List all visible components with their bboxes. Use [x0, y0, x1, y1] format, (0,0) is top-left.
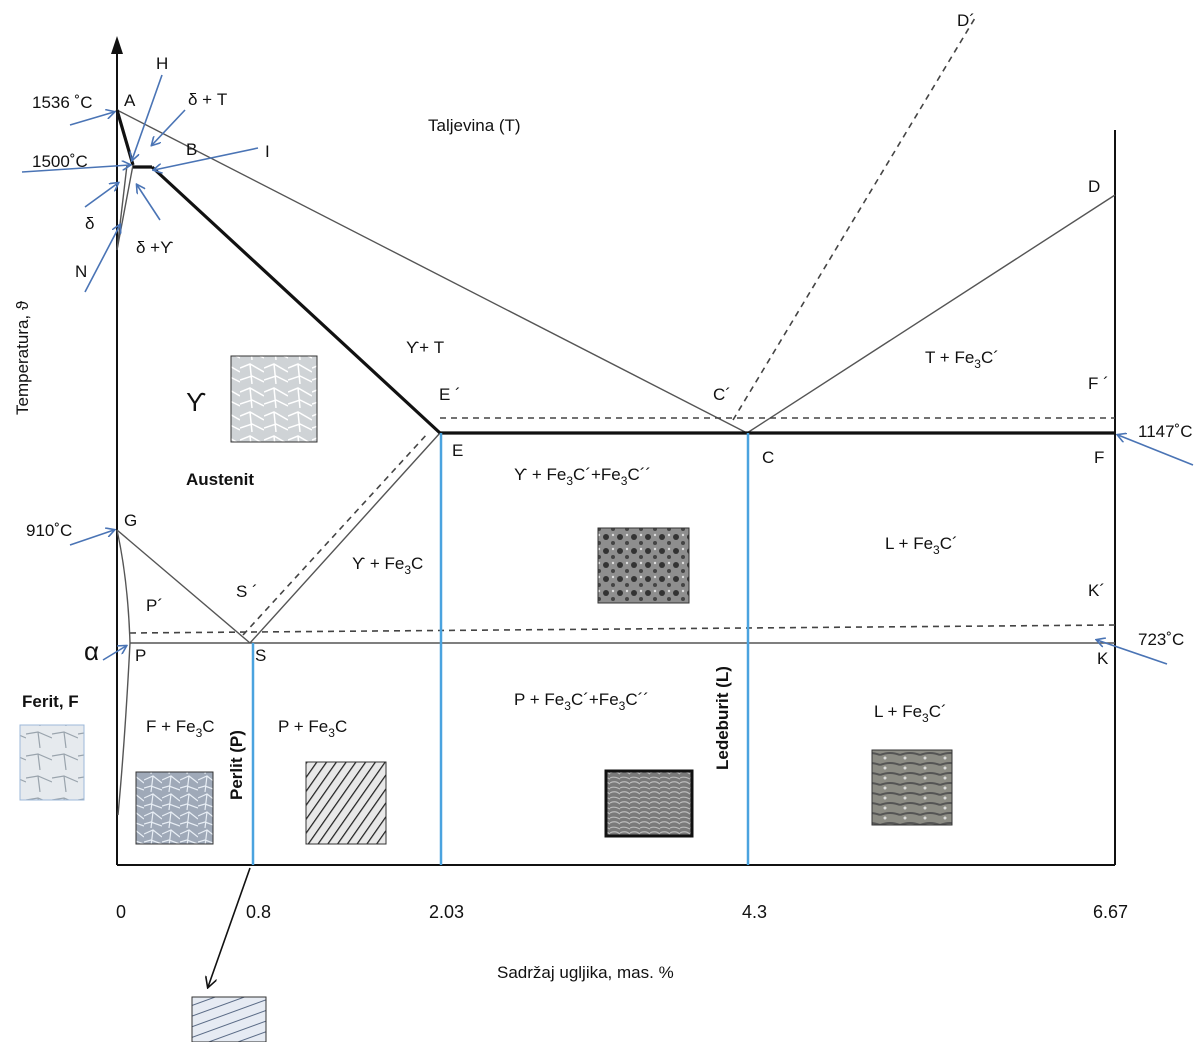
liquidus-b-c	[116, 109, 748, 434]
point-kprime: K´	[1088, 581, 1105, 600]
point-p: P	[135, 646, 146, 665]
label-ledeburite-vertical: Ledeburit (L)	[713, 666, 732, 770]
pq-curve	[117, 642, 131, 816]
point-b: B	[186, 140, 197, 159]
x-tick-0: 0	[116, 902, 126, 922]
nh-curve	[116, 164, 134, 251]
region-melt: Taljevina (T)	[428, 116, 521, 135]
y-axis-arrowhead	[111, 36, 123, 54]
ferrite-cementite-micrograph	[135, 771, 214, 845]
region-delta-melt: δ + T	[188, 90, 227, 109]
point-a: A	[124, 91, 136, 110]
point-s: S	[255, 646, 266, 665]
composition-markers	[251, 433, 750, 865]
point-k: K	[1097, 649, 1109, 668]
point-pprime: P´	[146, 596, 163, 615]
gp-curve	[116, 529, 131, 644]
y-axis-label: Temperatura, ϑ	[13, 300, 32, 415]
region-pearlite-cementite: P + Fe3C	[278, 717, 347, 740]
dashed-c-dprime	[732, 17, 976, 421]
arrow-1147	[1118, 435, 1194, 466]
temp-1536: 1536 ˚C	[32, 93, 92, 112]
pearlite-micrograph	[191, 996, 267, 1042]
point-f: F	[1094, 448, 1104, 467]
arrow-1536	[69, 112, 114, 126]
region-labels: Taljevina (T) δ + T δ δ +ϒ ϒ+ T ϒ Austen…	[22, 90, 999, 800]
x-axis-label: Sadržaj ugljika, mas. %	[497, 963, 674, 982]
point-c: C	[762, 448, 774, 467]
region-gamma-cementite2: ϒ + Fe3C´+Fe3C´´	[514, 465, 651, 488]
region-ledeburite-cementite: L + Fe3C´	[885, 534, 958, 557]
arrow-to-pearlite-sample	[208, 867, 251, 987]
x-tick-0-8: 0.8	[246, 902, 271, 922]
arrow-n	[84, 225, 120, 293]
phase-lines	[115, 17, 1116, 816]
micrographs	[19, 355, 953, 1042]
region-delta-gamma: δ +ϒ	[136, 238, 173, 257]
se-line	[249, 432, 441, 644]
austenite-micrograph	[230, 355, 318, 443]
region-delta: δ	[85, 214, 94, 233]
temp-1500: 1500˚C	[32, 152, 88, 171]
gs-line	[116, 529, 251, 644]
arrow-h	[132, 74, 163, 160]
x-tick-2-03: 2.03	[429, 902, 464, 922]
temp-1147: 1147˚C	[1138, 422, 1193, 441]
point-fprime: F ´	[1088, 374, 1109, 393]
x-tick-6-67: 6.67	[1093, 902, 1128, 922]
point-h: H	[156, 54, 168, 73]
region-gamma-cementite: ϒ + Fe3C	[352, 554, 423, 577]
point-cprime: C´	[713, 385, 731, 404]
pearlite-cementite-micrograph	[305, 761, 387, 845]
arrow-alpha	[102, 646, 126, 661]
arrow-723	[1097, 640, 1168, 665]
region-ferrite: Ferit, F	[22, 692, 79, 711]
point-e: E	[452, 441, 463, 460]
arrow-910	[69, 530, 114, 546]
point-eprime: E ´	[439, 385, 461, 404]
point-sprime: S ´	[236, 582, 258, 601]
pointer-arrows	[21, 74, 1194, 987]
region-ferrite-cementite: F + Fe3C	[146, 717, 215, 740]
point-g: G	[124, 511, 137, 530]
point-i: I	[265, 142, 270, 161]
x-tick-4-3: 4.3	[742, 902, 767, 922]
point-labels: A H B I N D´ D E ´ E C´ C F ´ F G P´ S ´…	[75, 11, 1109, 668]
solidus-je	[150, 165, 442, 435]
ferrite-micrograph	[19, 724, 85, 801]
liquidus-c-d	[746, 194, 1116, 434]
axes-frame	[111, 36, 1116, 866]
point-dprime: D´	[957, 11, 975, 30]
region-pearlite-cementite2: P + Fe3C´+Fe3C´´	[514, 690, 649, 713]
ledeburite-micrograph	[604, 769, 694, 838]
region-ledeburite-cementite2: L + Fe3C´	[874, 702, 947, 725]
dashed-sprime-eprime	[242, 432, 429, 636]
point-n: N	[75, 262, 87, 281]
ab-line	[115, 109, 135, 166]
primary-cementite-micrograph	[871, 749, 953, 826]
point-d: D	[1088, 177, 1100, 196]
temperature-labels: 1536 ˚C 1500˚C 1147˚C 910˚C 723˚C	[26, 93, 1193, 649]
transformed-ledeburite-micrograph	[597, 527, 690, 604]
arrow-i	[154, 147, 259, 170]
n-to-h-left	[116, 164, 128, 251]
axis-labels: Temperatura, ϑ Sadržaj ugljika, mas. % 0…	[13, 300, 1128, 982]
region-austenite: Austenit	[186, 470, 254, 489]
dashed-a1-prime	[129, 624, 1116, 634]
arrow-delta	[84, 183, 118, 208]
temp-723: 723˚C	[1138, 630, 1184, 649]
region-gamma: ϒ	[186, 387, 206, 417]
arrow-1500	[21, 165, 130, 173]
temp-910: 910˚C	[26, 521, 72, 540]
region-melt-cementite: T + Fe3C´	[925, 348, 999, 371]
label-pearlite-vertical: Perlit (P)	[227, 730, 246, 800]
arrow-delta-melt	[152, 109, 186, 145]
arrow-delta-gamma	[137, 185, 161, 221]
region-alpha: α	[84, 636, 99, 666]
region-gamma-melt: ϒ+ T	[406, 338, 444, 357]
